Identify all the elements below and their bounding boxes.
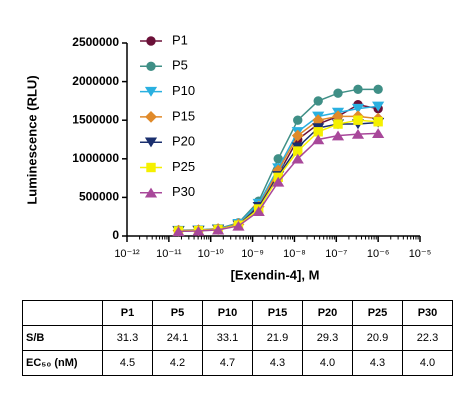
y-tick-label: 2000000 — [72, 74, 119, 88]
x-tick-label: 10⁻⁶ — [367, 248, 390, 260]
legend-marker — [144, 137, 158, 148]
marker — [211, 224, 225, 235]
y-tick-label: 0 — [112, 228, 119, 242]
table-cell: 4.3 — [352, 350, 403, 376]
table-cell: P15 — [252, 300, 303, 326]
marker — [373, 84, 383, 95]
legend-label: P30 — [172, 184, 195, 199]
marker — [351, 128, 365, 139]
x-tick-label: 10⁻⁷ — [325, 248, 347, 260]
table-row: P1 P5 P10 P15 P20 P25 P30 — [22, 300, 453, 326]
legend-label: P20 — [172, 134, 195, 149]
y-tick-label: 1000000 — [72, 151, 119, 165]
table-cell: 4.3 — [252, 350, 303, 376]
table-row: EC₅₀ (nM) 4.5 4.2 4.7 4.3 4.0 4.3 4.0 — [22, 350, 453, 376]
table-cell: 20.9 — [352, 325, 403, 351]
table-cell — [22, 300, 103, 326]
marker — [353, 115, 363, 125]
table-cell: 4.5 — [102, 350, 153, 376]
y-tick-label: 1500000 — [72, 112, 119, 126]
marker — [312, 134, 325, 145]
x-tick-label: 10⁻¹² — [114, 248, 140, 260]
marker — [372, 128, 385, 139]
table-cell: 4.7 — [202, 350, 253, 376]
marker — [331, 130, 345, 141]
table-cell: 4.2 — [152, 350, 203, 376]
table-cell: 21.9 — [252, 325, 303, 351]
marker — [291, 129, 304, 142]
table-cell: 31.3 — [102, 325, 153, 351]
marker — [373, 117, 383, 127]
y-tick-label: 2500000 — [72, 35, 119, 49]
legend-label: P25 — [172, 159, 195, 174]
marker — [353, 84, 363, 95]
x-tick-label: 10⁻⁵ — [409, 248, 432, 260]
table-cell: 4.0 — [302, 350, 353, 376]
legend-label: P10 — [172, 83, 195, 98]
table-cell: P20 — [302, 300, 353, 326]
legend-label: P5 — [172, 58, 188, 73]
marker — [172, 226, 185, 237]
y-axis-label: Luminescence (RLU) — [24, 75, 39, 204]
marker — [192, 225, 205, 236]
marker — [291, 153, 304, 164]
table-cell: P25 — [352, 300, 403, 326]
chart: [Exendin-4], M Luminescence (RLU) 0 50000… — [24, 32, 432, 282]
x-tick-label: 10⁻¹⁰ — [198, 248, 225, 260]
table-cell: EC₅₀ (nM) — [22, 350, 103, 376]
table-row: S/B 31.3 24.1 33.1 21.9 29.3 20.9 22.3 — [22, 325, 453, 351]
legend-marker — [146, 61, 156, 72]
table-cell: P10 — [202, 300, 253, 326]
table-cell: P30 — [402, 300, 453, 326]
table-cell: P1 — [102, 300, 153, 326]
table-cell: 29.3 — [302, 325, 353, 351]
legend-marker — [144, 187, 158, 198]
marker — [232, 220, 245, 231]
table-cell: P5 — [152, 300, 203, 326]
marker — [252, 206, 265, 216]
marker — [293, 115, 303, 125]
marker — [272, 176, 285, 187]
table-cell: 4.0 — [402, 350, 453, 376]
table-cell: 24.1 — [152, 325, 203, 351]
marker — [351, 103, 365, 114]
legend-label: P15 — [172, 108, 195, 123]
table-cell: S/B — [22, 325, 103, 351]
y-tick-label: 500000 — [79, 190, 119, 204]
table-cell: 33.1 — [202, 325, 253, 351]
x-tick-label: 10⁻⁹ — [241, 248, 264, 260]
table-cell: 22.3 — [402, 325, 453, 351]
legend-label: P1 — [172, 32, 188, 47]
legend-marker — [144, 86, 158, 97]
marker — [333, 119, 343, 129]
legend-marker — [146, 162, 156, 173]
legend-marker — [146, 36, 156, 46]
x-axis-label: [Exendin-4], M — [231, 267, 320, 282]
marker — [333, 88, 343, 98]
legend-marker — [145, 110, 157, 123]
marker — [372, 101, 385, 112]
marker — [313, 96, 323, 106]
x-tick-label: 10⁻⁸ — [283, 248, 306, 260]
x-tick-label: 10⁻¹¹ — [156, 248, 182, 260]
results-table: P1 P5 P10 P15 P20 P25 P30 S/B 31.3 24.1 33.1 21.9 29… — [22, 300, 453, 376]
